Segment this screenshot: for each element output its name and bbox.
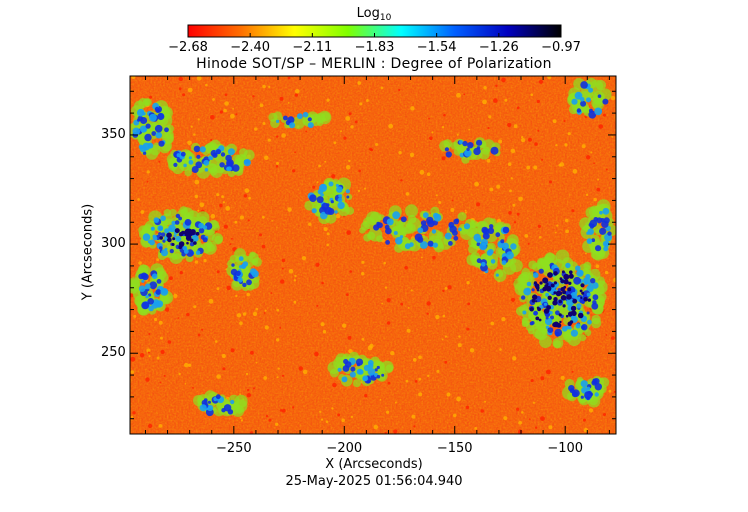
x-tick-label: −100 (547, 441, 584, 456)
colorbar-ticks (187, 33, 562, 37)
colorbar-tick-label: −1.83 (354, 40, 395, 55)
polarization-map (130, 76, 616, 434)
y-tick-label: 350 (101, 126, 126, 142)
x-tick-label: −150 (436, 441, 473, 456)
y-axis-label: Y (Arcseconds) (80, 203, 96, 301)
y-tick-label: 250 (101, 345, 126, 361)
colorbar-tick-label: −2.40 (230, 40, 271, 55)
y-tick-label: 300 (101, 236, 126, 252)
x-tick-label: −200 (326, 441, 363, 456)
timestamp: 25-May-2025 01:56:04.940 (285, 474, 463, 489)
axis-ticks (130, 76, 616, 434)
x-axis-label: X (Arcseconds) (325, 457, 423, 472)
colorbar-tick-label: −1.26 (478, 40, 519, 55)
colorbar-tick-label: −1.54 (416, 40, 457, 55)
colorbar-title: Log10 (356, 6, 392, 23)
colorbar-tick-label: −2.68 (168, 40, 208, 55)
colorbar-tick-label: −2.11 (292, 40, 333, 55)
x-tick-label: −250 (215, 441, 252, 456)
plot-frame (129, 75, 617, 435)
colorbar-tick-label: −0.97 (541, 40, 581, 55)
plot-title: Hinode SOT/SP – MERLIN : Degree of Polar… (196, 56, 552, 72)
